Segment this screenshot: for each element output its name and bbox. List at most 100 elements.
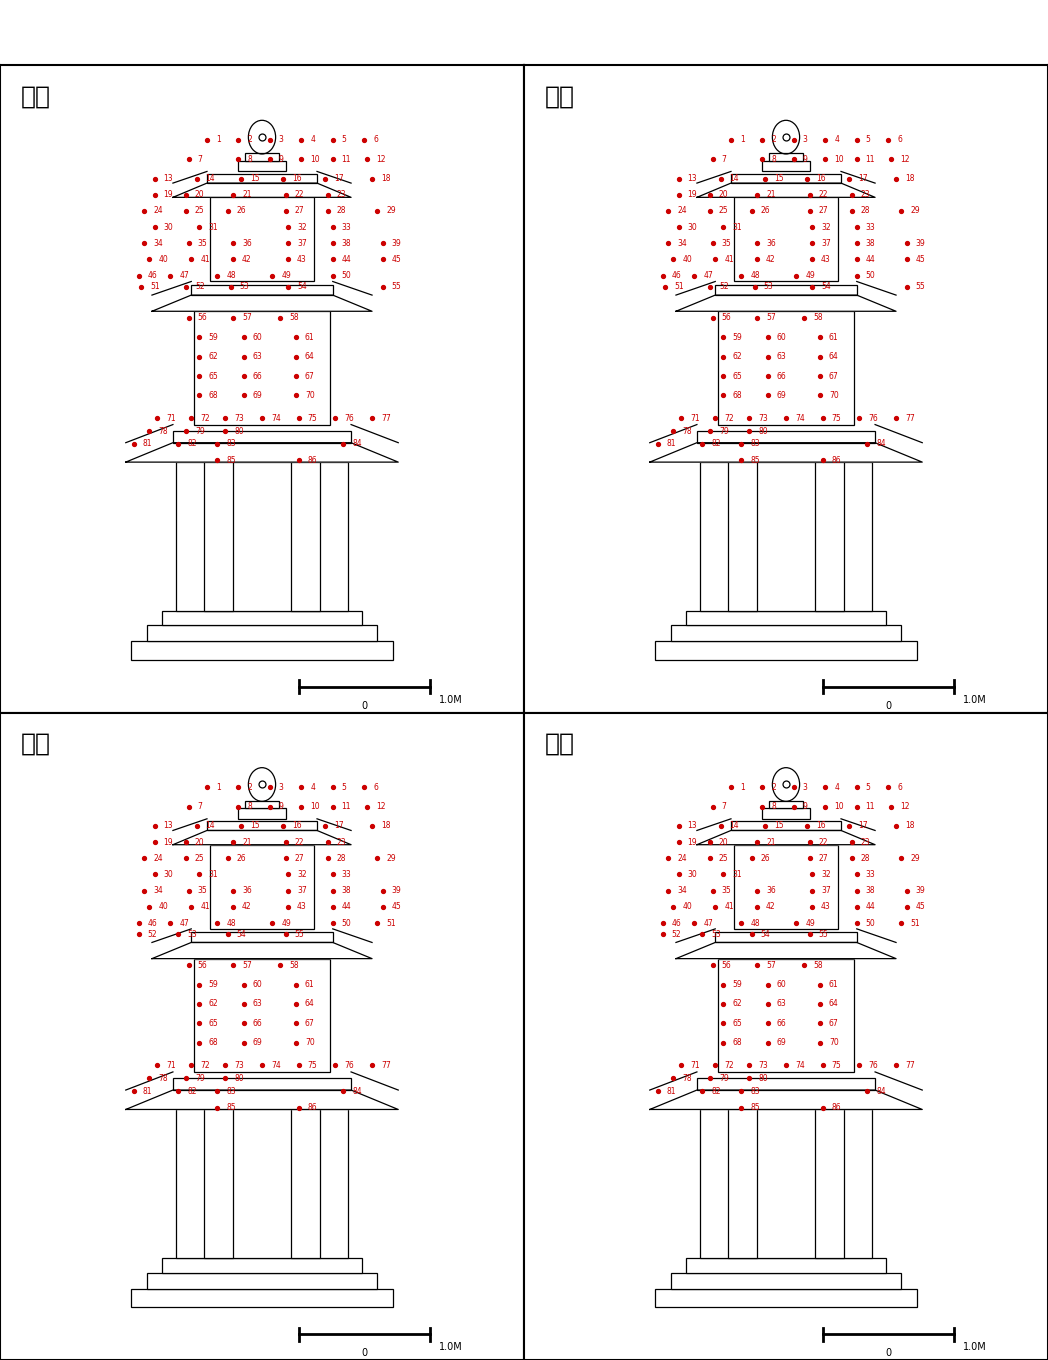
Text: 30: 30 [687,223,697,231]
Text: 73: 73 [235,1061,244,1070]
Text: 61: 61 [305,981,314,989]
Text: 11: 11 [342,802,351,811]
Text: 85: 85 [226,1103,236,1112]
Text: 77: 77 [381,1061,391,1070]
Text: 42: 42 [242,254,252,264]
Text: 38: 38 [866,239,875,248]
Text: 83: 83 [226,1087,236,1096]
Text: 64: 64 [829,1000,838,1009]
Text: 16: 16 [815,174,826,184]
Text: 19: 19 [163,838,173,847]
Polygon shape [697,831,875,845]
Text: 68: 68 [732,390,742,400]
Text: 16: 16 [291,174,302,184]
Polygon shape [697,184,875,197]
Text: 45: 45 [392,902,401,911]
Text: 33: 33 [342,870,351,879]
Text: 31: 31 [732,870,742,879]
Text: 1: 1 [216,782,221,792]
Text: 28: 28 [860,854,870,862]
Text: 82: 82 [711,1087,721,1096]
Text: 9: 9 [803,155,808,163]
Text: 2: 2 [771,135,777,144]
Text: 1: 1 [740,135,745,144]
Bar [763,160,809,171]
Text: 69: 69 [777,1038,786,1047]
Text: 57: 57 [242,313,252,322]
Bar [194,959,330,1072]
Text: 81: 81 [143,1087,152,1096]
Bar [245,801,279,808]
Text: 82: 82 [187,439,197,449]
Text: 37: 37 [298,239,307,248]
Text: 0: 0 [362,700,367,711]
Text: 52: 52 [672,929,681,938]
Text: 34: 34 [153,239,162,248]
Text: 70: 70 [829,390,838,400]
Text: 86: 86 [308,456,318,465]
Text: 22: 22 [818,190,828,200]
Text: 71: 71 [690,413,700,423]
Polygon shape [152,942,372,959]
Text: 49: 49 [805,918,815,928]
Text: 47: 47 [703,271,713,280]
Text: 53: 53 [239,282,249,291]
Text: 59: 59 [208,333,218,341]
Text: 44: 44 [866,902,875,911]
Text: 76: 76 [868,413,878,423]
Text: 56: 56 [721,960,732,970]
Bar [763,808,809,819]
Polygon shape [650,1091,922,1110]
Text: 42: 42 [766,254,776,264]
Text: 86: 86 [832,1103,842,1112]
Text: 64: 64 [829,352,838,362]
Text: 44: 44 [342,902,351,911]
Text: 79: 79 [719,427,728,435]
Text: 47: 47 [179,918,189,928]
Text: 7: 7 [721,155,726,163]
Text: 51: 51 [675,282,684,291]
Text: 30: 30 [163,870,173,879]
Text: 70: 70 [829,1038,838,1047]
Text: 22: 22 [818,838,828,847]
Polygon shape [126,1091,398,1110]
Text: 27: 27 [294,207,304,215]
Text: 65: 65 [208,1019,218,1028]
Text: 61: 61 [305,333,314,341]
Text: 58: 58 [289,313,299,322]
Text: 75: 75 [832,1061,842,1070]
Text: 84: 84 [876,439,886,449]
Text: 11: 11 [866,155,875,163]
Bar [173,1078,351,1091]
Text: 58: 58 [813,313,823,322]
Text: 15: 15 [773,821,784,831]
Text: 60: 60 [777,981,786,989]
Text: 36: 36 [242,239,252,248]
Text: 50: 50 [866,271,875,280]
Text: 78: 78 [158,1074,168,1083]
Text: 60: 60 [253,333,262,341]
Text: 54: 54 [237,929,246,938]
Text: 72: 72 [724,1061,734,1070]
Bar [718,311,854,424]
Text: 54: 54 [298,282,307,291]
Text: 44: 44 [866,254,875,264]
Bar [728,1110,757,1258]
Bar [728,462,757,611]
Text: 84: 84 [352,1087,362,1096]
Bar [815,1110,844,1258]
Text: 37: 37 [298,887,307,895]
Text: 66: 66 [253,371,262,381]
Text: 80: 80 [759,1074,768,1083]
Text: 6: 6 [897,135,902,144]
Bar [239,808,285,819]
Text: 69: 69 [253,1038,262,1047]
Text: 64: 64 [305,352,314,362]
Bar [204,1110,233,1258]
Bar [162,611,362,626]
Text: 85: 85 [750,1103,760,1112]
Text: 2: 2 [247,782,253,792]
Text: 57: 57 [242,960,252,970]
Text: 8: 8 [247,155,253,163]
Text: 67: 67 [305,371,314,381]
